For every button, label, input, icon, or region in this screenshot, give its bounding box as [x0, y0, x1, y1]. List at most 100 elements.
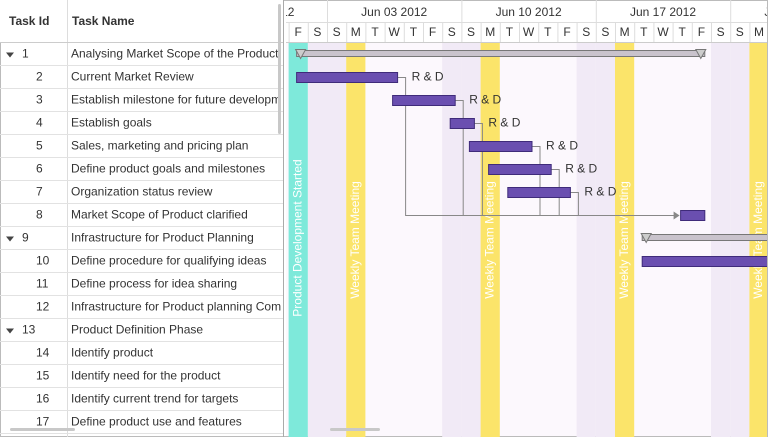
- day-letter: S: [448, 25, 456, 39]
- task-id: 13: [22, 323, 36, 337]
- event-band: [615, 43, 635, 437]
- task-bar[interactable]: [296, 72, 399, 83]
- summary-bar: [641, 234, 767, 241]
- event-band: [288, 43, 308, 437]
- resource-label: R & D: [565, 162, 597, 176]
- expand-icon[interactable]: [6, 236, 14, 242]
- task-id: 15: [36, 369, 50, 383]
- task-id: 17: [36, 415, 50, 429]
- task-name: Identify product: [71, 346, 154, 360]
- task-name: Analysing Market Scope of the Product: [71, 47, 279, 61]
- task-name: Define product goals and milestones: [71, 162, 265, 176]
- task-id: 16: [36, 392, 50, 406]
- summary-cap: [294, 49, 307, 60]
- connector: [570, 192, 675, 216]
- task-grid: Task Id Task Name 1 Analysing Market Scope …: [0, 0, 307, 437]
- task-name: Infrastructure for Product Planning: [71, 231, 254, 245]
- resource-label: R & D: [584, 185, 616, 199]
- event-label: Weekly Team Meeting: [348, 181, 362, 299]
- resource-label: R & D: [488, 116, 520, 130]
- resource-label: R & D: [546, 139, 578, 153]
- task-id: 8: [36, 208, 43, 222]
- task-id: 9: [22, 231, 29, 245]
- day-letter: F: [429, 25, 436, 39]
- weekend-shade: [327, 43, 347, 437]
- task-bar[interactable]: [680, 210, 706, 221]
- task-name: Define procedure for qualifying ideas: [71, 254, 266, 268]
- task-id: 14: [36, 346, 50, 360]
- task-id: 12: [36, 300, 50, 314]
- weekend-shade: [307, 43, 327, 437]
- task-name: Define process for idea sharing: [71, 277, 237, 291]
- task-name: Identify current trend for targets: [71, 392, 238, 406]
- task-bar[interactable]: [488, 164, 552, 175]
- event-label: Product Development Started: [290, 159, 304, 316]
- expand-icon[interactable]: [6, 328, 14, 334]
- day-letter: M: [485, 25, 495, 39]
- day-letter: T: [371, 25, 379, 39]
- week-label: Jun 10 2012: [496, 5, 562, 19]
- expand-icon[interactable]: [6, 52, 14, 58]
- day-letter: W: [657, 25, 669, 39]
- summary-bar: [296, 50, 706, 57]
- task-name: Current Market Review: [71, 70, 194, 84]
- summary-cap: [640, 233, 653, 244]
- scrollbar[interactable]: [330, 428, 380, 431]
- summary-cap: [694, 49, 707, 60]
- day-letter: F: [698, 25, 705, 39]
- day-letter: W: [389, 25, 401, 39]
- resource-label: R & D: [469, 93, 501, 107]
- task-bar[interactable]: [468, 141, 533, 152]
- task-id: 5: [36, 139, 43, 153]
- task-id: 7: [36, 185, 43, 199]
- week-label: Jun 24 2012: [764, 5, 768, 19]
- scrollbar[interactable]: [10, 428, 75, 431]
- week-label: Jun 03 2012: [361, 5, 427, 19]
- day-letter: M: [754, 25, 764, 39]
- week-label: May 27 2012: [225, 5, 295, 19]
- task-name: Infrastructure for Product planning Comp…: [71, 300, 307, 314]
- task-name: Establish goals: [71, 116, 152, 130]
- task-name: Organization status review: [71, 185, 213, 199]
- day-letter: W: [523, 25, 535, 39]
- task-bar[interactable]: [507, 187, 571, 198]
- task-bar[interactable]: [392, 95, 456, 106]
- week-label: Jun 17 2012: [630, 5, 696, 19]
- task-name: Define product use and features: [71, 415, 242, 429]
- task-id: 3: [36, 93, 43, 107]
- event-label: Weekly Team Meeting: [617, 181, 631, 299]
- connector-arrow: [673, 211, 680, 220]
- day-letter: S: [717, 25, 725, 39]
- day-letter: T: [640, 25, 648, 39]
- day-letter: T: [506, 25, 514, 39]
- task-id: 1: [22, 47, 29, 61]
- task-name: Identify need for the product: [71, 369, 221, 383]
- day-letter: M: [351, 25, 361, 39]
- column-header: Task Id: [9, 14, 49, 28]
- task-name: Product Definition Phase: [71, 323, 203, 337]
- task-id: 4: [36, 116, 43, 130]
- scrollbar[interactable]: [278, 4, 281, 134]
- day-letter: S: [736, 25, 744, 39]
- task-name: Establish milestone for future developme…: [71, 93, 298, 107]
- event-band: [346, 43, 366, 437]
- event-label: Weekly Team Meeting: [482, 181, 496, 299]
- weekend-shade: [595, 43, 615, 437]
- day-letter: T: [679, 25, 687, 39]
- weekend-shade: [576, 43, 596, 437]
- day-letter: S: [582, 25, 590, 39]
- day-letter: F: [295, 25, 302, 39]
- column-header: Task Name: [72, 14, 135, 28]
- task-name: Sales, marketing and pricing plan: [71, 139, 248, 153]
- weekend-shade: [442, 43, 462, 437]
- day-letter: F: [563, 25, 570, 39]
- resource-label: R & D: [412, 70, 444, 84]
- task-bar[interactable]: [449, 118, 475, 129]
- task-bar[interactable]: [641, 256, 768, 267]
- task-id: 2: [36, 70, 43, 84]
- timeline: SMTWTFSSMTWTFSSMTWTFSSMTWTFSSMTWTFSMay 2…: [225, 0, 768, 437]
- task-id: 6: [36, 162, 43, 176]
- task-id: 10: [36, 254, 50, 268]
- task-name: Market Scope of Product clarified: [71, 208, 248, 222]
